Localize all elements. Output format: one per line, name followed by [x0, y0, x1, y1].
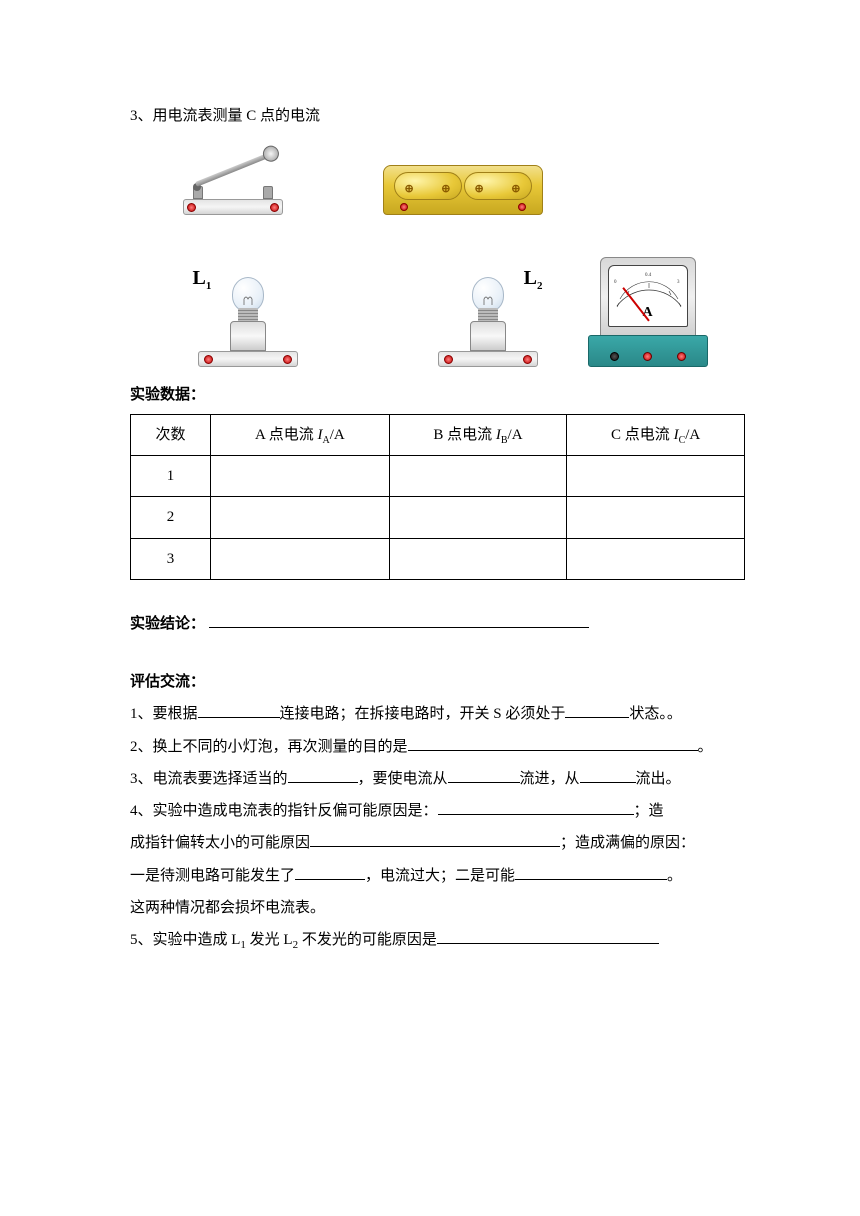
question-3: 3、用电流表测量 C 点的电流: [130, 100, 745, 132]
ammeter-icon: 0 0.4 3 A: [588, 227, 708, 367]
eval-q5: 5、实验中造成 L1 发光 L2 不发光的可能原因是: [130, 924, 745, 958]
eval-q1: 1、要根据连接电路；在拆接电路时，开关 S 必须处于状态。。: [130, 698, 745, 730]
bulb-L2-icon: L2: [428, 257, 548, 367]
svg-text:0.4: 0.4: [645, 273, 652, 278]
conclusion-line: 实验结论：: [130, 608, 745, 640]
battery-icon: ⊕⊕ ⊕⊕: [373, 140, 553, 215]
blank[interactable]: [580, 766, 636, 783]
eval-q4-line4: 这两种情况都会损坏电流表。: [130, 892, 745, 924]
col-trial: 次数: [131, 414, 211, 456]
bulb-L1-icon: L1: [188, 257, 308, 367]
blank[interactable]: [408, 734, 698, 751]
blank[interactable]: [515, 863, 667, 880]
blank[interactable]: [198, 702, 280, 719]
evaluate-header: 评估交流：: [130, 666, 745, 698]
table-row: 3: [131, 538, 745, 579]
blank[interactable]: [288, 766, 358, 783]
blank[interactable]: [448, 766, 520, 783]
svg-text:0: 0: [614, 280, 617, 285]
eval-q4-line1: 4、实验中造成电流表的指针反偏可能原因是：；造: [130, 795, 745, 827]
svg-text:3: 3: [677, 280, 680, 285]
table-row: 1: [131, 456, 745, 497]
blank[interactable]: [295, 863, 365, 880]
ammeter-label: A: [609, 298, 687, 327]
blank[interactable]: [310, 831, 560, 848]
blank[interactable]: [438, 799, 634, 816]
switch-icon: [163, 140, 303, 215]
eval-q3: 3、电流表要选择适当的，要使电流从流进，从流出。: [130, 763, 745, 795]
eval-q4-line3: 一是待测电路可能发生了，电流过大；二是可能。: [130, 860, 745, 892]
eval-q4-line2: 成指针偏转太小的可能原因；造成满偏的原因：: [130, 827, 745, 859]
conclusion-blank[interactable]: [209, 611, 589, 628]
col-point-a: A 点电流 IA/A: [211, 414, 390, 456]
table-row: 2: [131, 497, 745, 538]
col-point-c: C 点电流 IC/A: [567, 414, 745, 456]
col-point-b: B 点电流 IB/A: [389, 414, 567, 456]
data-header: 实验数据：: [130, 379, 745, 411]
eval-q2: 2、换上不同的小灯泡，再次测量的目的是。: [130, 731, 745, 763]
table-header-row: 次数 A 点电流 IA/A B 点电流 IB/A C 点电流 IC/A: [131, 414, 745, 456]
blank[interactable]: [565, 702, 629, 719]
data-table: 次数 A 点电流 IA/A B 点电流 IB/A C 点电流 IC/A 1 2 …: [130, 414, 745, 580]
blank[interactable]: [437, 928, 659, 945]
circuit-components: ⊕⊕ ⊕⊕ L1 L2: [150, 140, 745, 367]
